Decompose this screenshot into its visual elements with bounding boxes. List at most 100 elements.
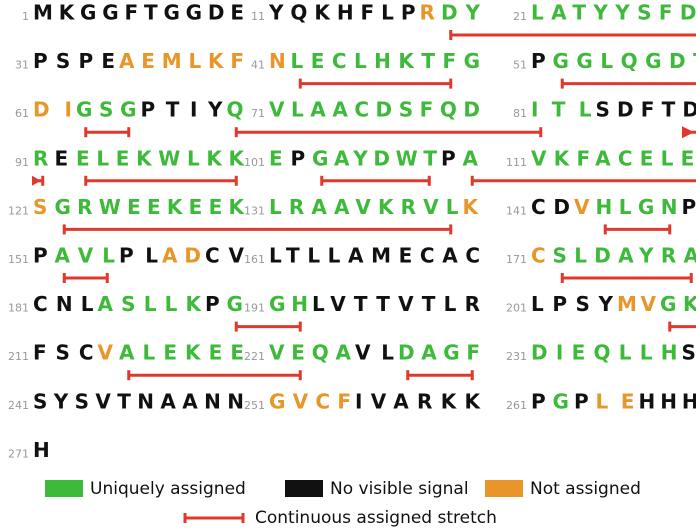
legend-label: No visible signal [330,479,469,499]
stretch-end [127,127,131,138]
residue-run: VEQA [269,341,352,365]
legend-stretch-end [241,513,245,523]
residue-run: GRWEEKEEK [55,195,246,219]
residue-run: GAYDWT [312,146,437,170]
residue-run: GGLQGDTLI [553,49,696,73]
stretch-end [84,175,88,186]
residue-number: 261 [506,399,527,412]
residue-run: FSC [33,341,94,365]
stretch-end [234,175,238,186]
residue-number: 71 [251,107,265,120]
residue-run: IVARKK [355,389,482,413]
residue-run: HHHHH [639,389,696,413]
residue-run: R [420,1,435,25]
stretch-end [470,175,474,186]
residue-run: K [463,195,480,219]
residue-run: PLA [682,195,696,219]
residue-run: G [227,292,243,316]
residue-run: SPQ [682,341,696,365]
stretch-end [470,370,474,381]
residue-number: 111 [506,156,527,169]
residue-run: C [531,244,546,268]
stretch-end [449,78,453,89]
residue-number: 221 [244,350,265,363]
residue-run: GSG [76,98,137,122]
residue-run: SDFTD [596,98,696,122]
stretch-end [62,273,66,283]
residue-run: GH [269,292,308,316]
residue-run: VL [355,341,394,365]
residue-run: VKFACELEGN [531,146,696,170]
stretch-end [127,370,131,381]
residue-run: LATYYSFDGS [531,1,696,25]
residue-run: ALEKEE [119,341,244,365]
residue-number: 101 [244,156,265,169]
stretch-end [406,370,410,381]
stretch-end [427,175,431,186]
residue-run: MV [617,292,657,316]
residue-run: V [98,341,114,365]
residue-run: LRAAVKRVL [269,195,459,219]
residue-run: P [205,292,220,316]
stretch-end [560,78,564,89]
residue-run: PL [119,244,158,268]
residue-run: R [33,146,48,170]
residue-run: DIEQLLH [531,341,678,365]
stretch-end [560,273,564,283]
stretch-end [320,175,324,186]
residue-run: E [269,146,283,170]
stretch-end [234,321,238,332]
residue-number: 81 [513,107,527,120]
stretch-end [298,78,302,89]
residue-run: G [553,389,569,413]
residue-run: AD [162,244,201,268]
residue-run: P [531,389,546,413]
residue-run: LECLHKTFG [291,49,481,73]
residue-run: HLGN [596,195,678,219]
residue-number: 141 [506,204,527,217]
legend-swatch [485,480,523,497]
stretch-end [449,224,453,235]
legend-label: Not assigned [530,479,641,499]
residue-run: DAGF [398,341,480,365]
stretch-end [62,224,66,235]
residue-run: ITL [531,98,592,122]
stretch-end [41,175,45,186]
residue-run: CNL [33,292,94,316]
residue-run: P [531,49,546,73]
legend-stretch-end [183,513,187,523]
residue-number: 241 [8,399,29,412]
residue-number: 121 [8,204,29,217]
legend-swatch [285,480,323,497]
residue-run: P [441,146,456,170]
residue-run: E [55,146,69,170]
stretch-end [298,370,302,381]
residue-number: 251 [244,399,265,412]
stretch-end [234,127,238,138]
residue-run: SLDAYRA [553,244,696,268]
residue-number: 11 [251,10,265,23]
residue-run: PSPE [33,49,115,73]
residue-number: 151 [8,253,29,266]
residue-number: 211 [8,350,29,363]
stretch-end [689,273,693,283]
residue-number: 181 [8,302,29,315]
stretch-end [105,273,109,283]
residue-run: P [574,389,589,413]
stretch-end [449,30,453,40]
residue-number: 91 [15,156,29,169]
residue-number: 61 [15,107,29,120]
stretch-end [668,224,672,235]
residue-run: ASLLK [98,292,203,316]
residue-number: 41 [251,59,265,72]
residue-run: LE [596,389,635,413]
legend-label: Uniquely assigned [90,479,246,499]
residue-number: 31 [15,59,29,72]
residue-number: 191 [244,302,265,315]
residue-number: 231 [506,350,527,363]
residue-run: DI [33,98,72,122]
stretch-end [298,321,302,332]
residue-run: V [574,195,590,219]
residue-run: N [269,49,286,73]
